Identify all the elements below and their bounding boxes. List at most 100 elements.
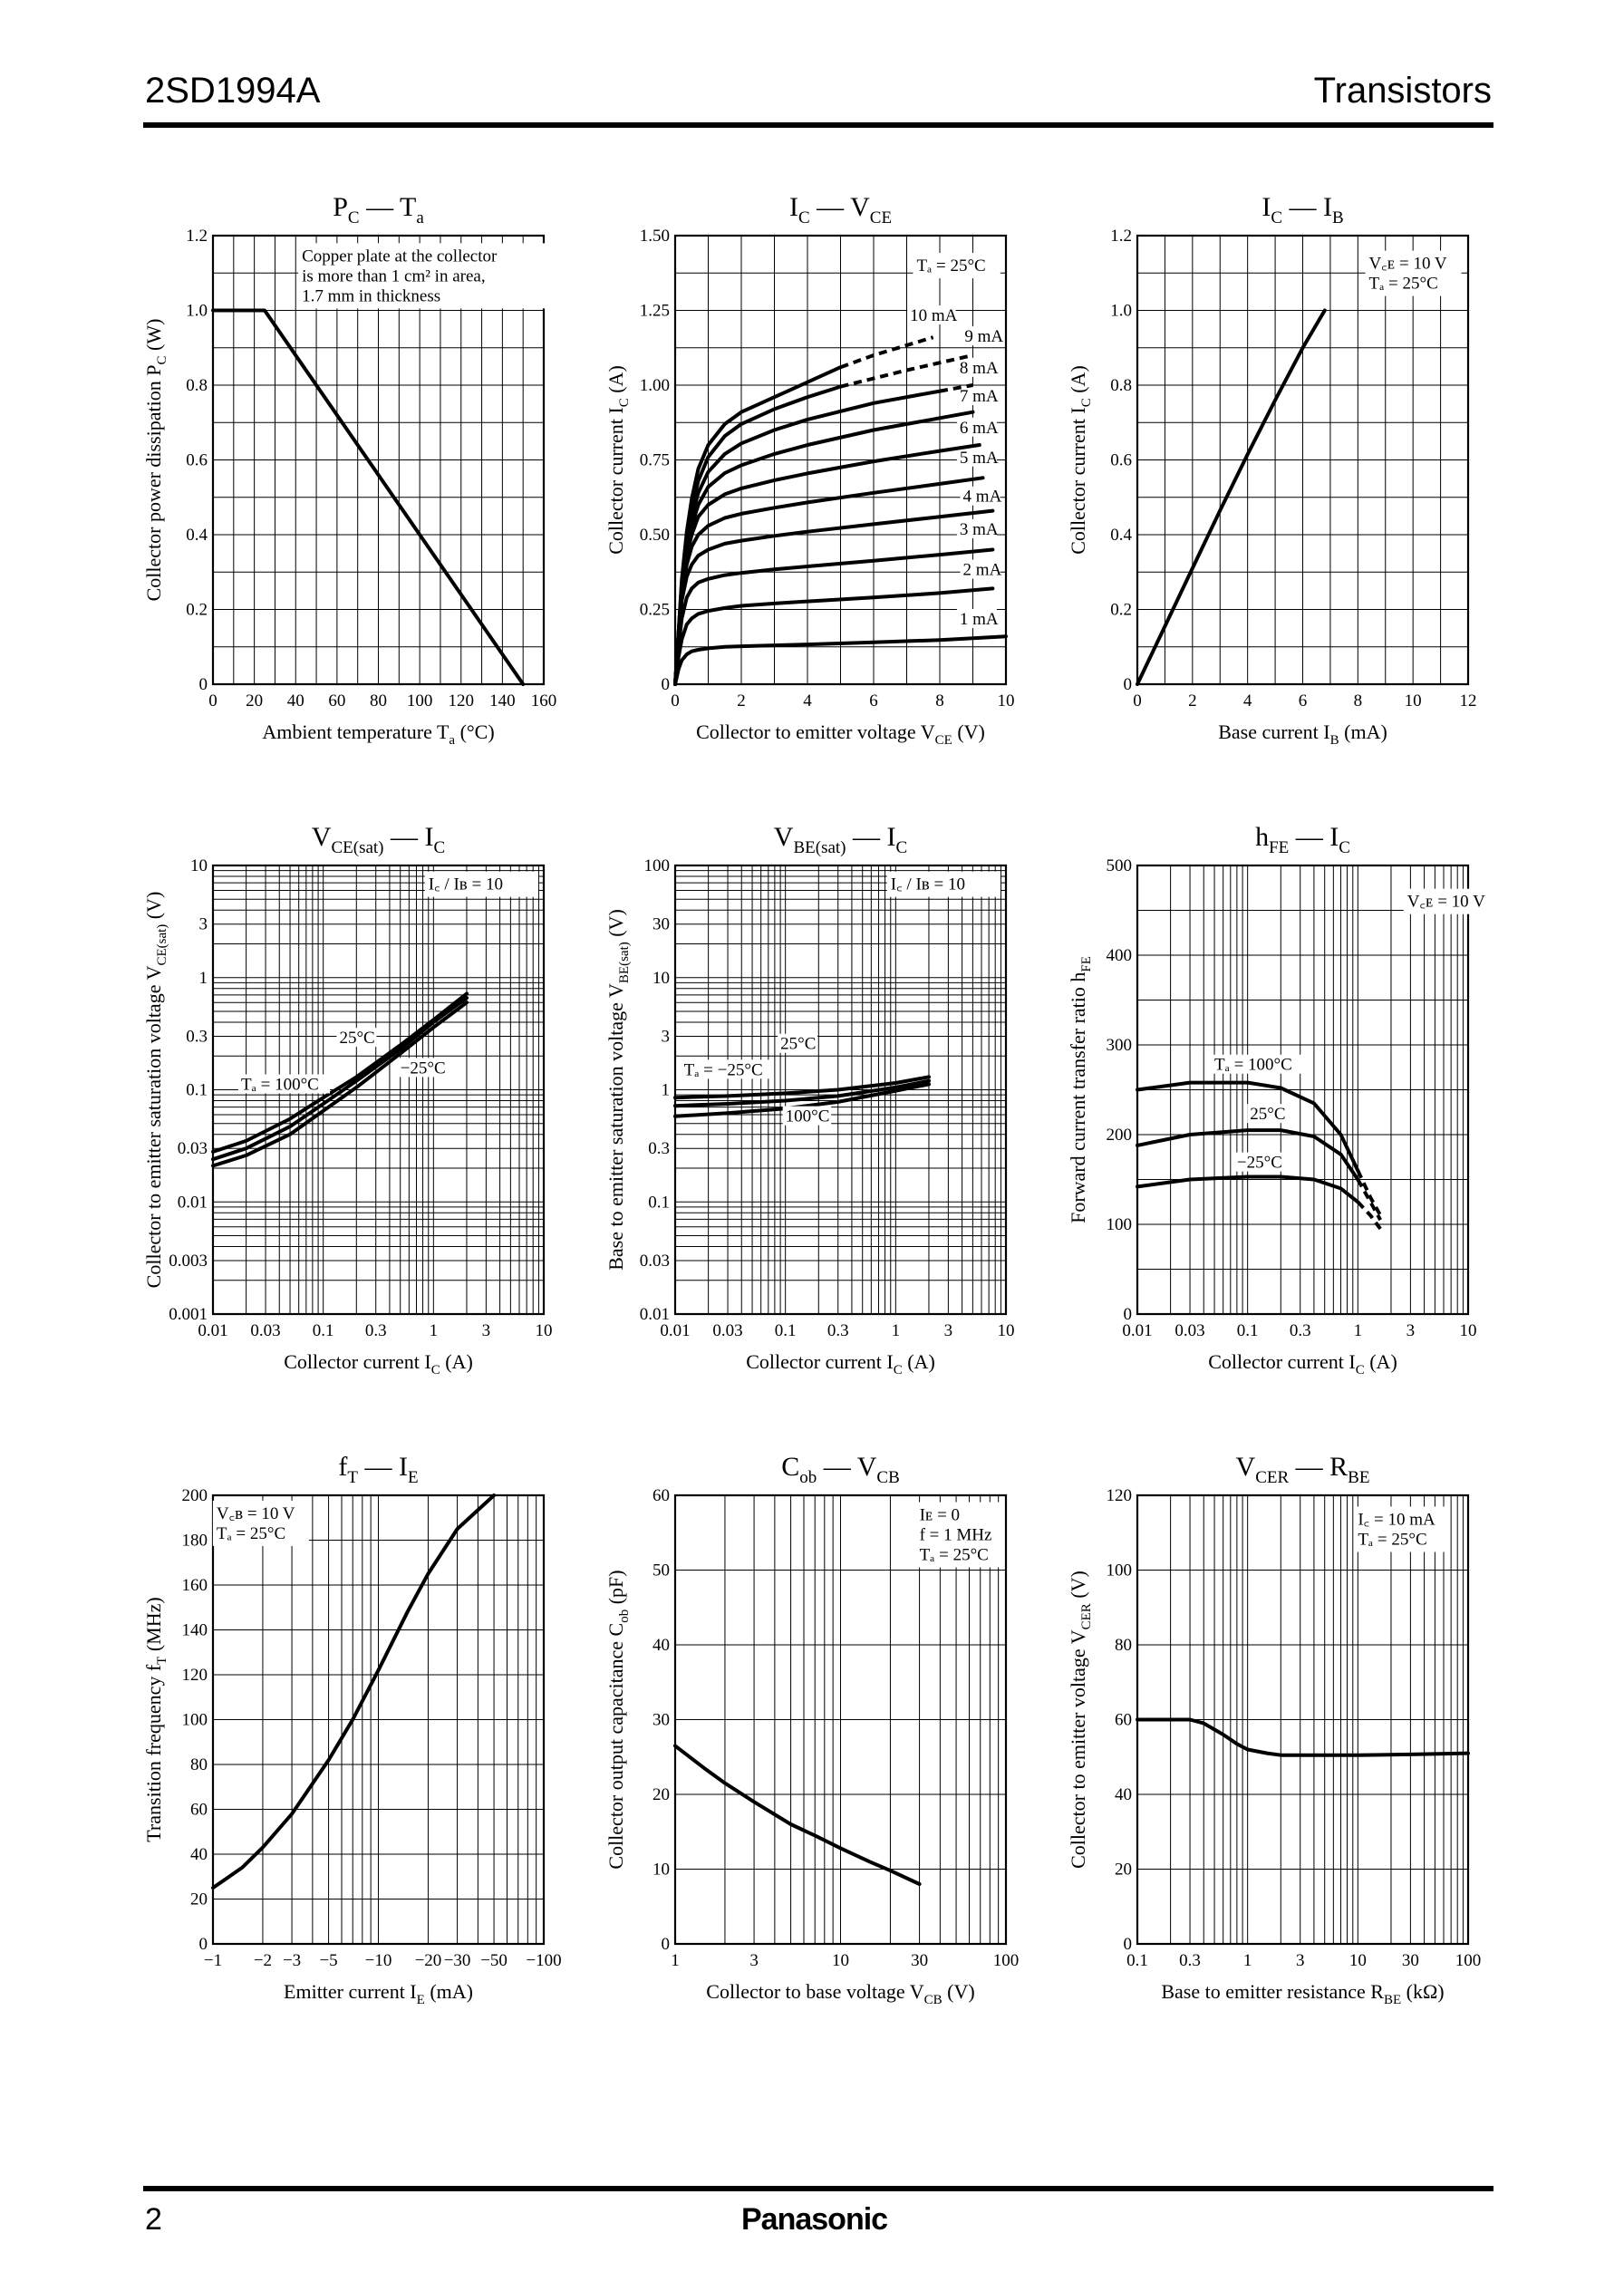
y-tick-label: 80 [190,1755,208,1774]
y-tick-label: 1.25 [640,302,670,321]
y-axis-label: Transition frequency fT (MHz) [142,1597,169,1842]
y-tick-label: 0.01 [640,1305,670,1324]
series-line-dashed [939,383,973,393]
series-label-bg [1212,1054,1304,1074]
series-label: 25°C [1250,1105,1285,1124]
x-tick-label: 0.03 [250,1321,280,1340]
series-label: 6 mA [960,419,999,438]
chart-vcesat-ic: 0.01 0.03 0.1 0.3 1 3 10 0.001 0.003 0.01 0.03 0.1 0… [136,802,643,1378]
chart-note: I꜀ / Iʙ = 10 [891,875,965,894]
y-tick-label: 50 [652,1561,670,1580]
x-tick-label: 0.3 [1290,1321,1311,1340]
y-tick-label: 0 [662,1935,671,1954]
series-line [673,1075,931,1100]
x-tick-label: 10 [998,1321,1015,1340]
chart-vbesat-ic: 0.01 0.03 0.1 0.3 1 3 10 0.01 0.03 0.1 0.3 1 3 10 30 10… [598,802,1106,1378]
x-tick-label: 0.3 [365,1321,387,1340]
x-tick-label: 4 [1243,691,1252,710]
chart-note: Tₐ = 25°C [916,256,985,276]
series-label-bg [778,1033,818,1053]
y-tick-label: 100 [182,1711,208,1730]
chart-title: hFE — IC [1255,822,1350,857]
grid [675,865,1006,1314]
y-tick-label: 0.003 [169,1252,208,1271]
x-tick-label: 10 [832,1951,849,1970]
y-tick-label: 3 [662,1027,671,1046]
series-label: Tₐ = 100°C [1214,1056,1292,1075]
x-tick-label: 3 [482,1321,491,1340]
plot-frame [673,864,1008,1316]
y-tick-label: 0 [1124,675,1133,694]
x-tick-label: −5 [319,1951,337,1970]
y-tick-label: 10 [190,856,208,875]
y-tick-label: 140 [182,1621,208,1640]
series-label: −25°C [401,1058,446,1078]
x-tick-label: 0 [1133,691,1142,710]
x-axis-label: Ambient temperature Ta (°C) [262,720,494,748]
plot-frame [211,1494,546,1946]
y-tick-label: 0.03 [178,1139,208,1158]
x-tick-label: 1 [1354,1321,1363,1340]
series-label-bg [956,417,997,437]
series-label-bg [962,326,1002,346]
x-tick-label: 0.03 [1174,1321,1204,1340]
y-tick-label: 40 [1115,1785,1132,1804]
x-axis-label: Base current IB (mA) [1218,720,1387,748]
note-box [1365,250,1462,296]
x-tick-label: 3 [1406,1321,1416,1340]
y-tick-label: 20 [652,1785,670,1804]
chart-hfe-ic: 0.01 0.03 0.1 0.3 1 3 10 0 100 200 300 400 500 hFE — … [1060,802,1568,1378]
series-label-bg [238,1074,331,1094]
x-tick-label: −1 [204,1951,222,1970]
chart-title: PC — Ta [333,192,424,227]
series-line [673,634,1008,686]
series-label-bg [960,486,1000,506]
y-tick-label: 0.1 [648,1193,670,1212]
document-category: Transistors [1313,71,1492,111]
y-tick-label: 100 [1107,1215,1133,1234]
chart-title: VCER — RBE [1236,1452,1370,1487]
series-label: 25°C [780,1035,816,1054]
plot-frame [211,234,546,686]
plot-frame [1136,234,1470,686]
chart-note: I꜀ / Iʙ = 10 [429,875,503,894]
series-line [673,1082,931,1118]
y-tick-label: 0.2 [186,601,208,620]
x-tick-label: 0.1 [775,1321,797,1340]
y-tick-label: 1.0 [186,302,208,321]
y-tick-label: 180 [182,1532,208,1551]
x-tick-label: 100 [1455,1951,1482,1970]
y-axis-label: Collector current IC (A) [1067,365,1094,555]
x-axis-label: Collector to emitter voltage VCE (V) [696,720,985,748]
note-box [424,871,538,897]
y-tick-label: 100 [1107,1561,1133,1580]
series-label: 9 mA [964,327,1003,346]
series-label-bg [681,1059,773,1079]
note-box [1354,1506,1451,1552]
y-axis-label: Collector to emitter voltage VCER (V) [1067,1571,1094,1869]
x-tick-label: 8 [1354,691,1363,710]
x-tick-label: 12 [1460,691,1477,710]
x-tick-label: 100 [407,691,433,710]
x-tick-label: 100 [993,1951,1020,1970]
series-label-bg [1233,1152,1283,1172]
grid [213,236,544,684]
plot-frame [673,1494,1008,1946]
x-tick-label: 10 [1349,1951,1367,1970]
series-label-bg [782,1106,832,1126]
x-tick-label: 2 [1188,691,1197,710]
x-tick-label: 0 [208,691,218,710]
chart-svg: 0 20 40 60 80 100 120 140 160 0 0.2 0.4 0.6 0.8 1.0 1.2… [142,192,560,748]
y-tick-label: 0.3 [648,1139,670,1158]
x-tick-label: 30 [911,1951,928,1970]
chart-note: V꜀ᴇ = 10 V [1369,255,1447,274]
series-label-bg [960,559,1000,579]
grid [1137,236,1468,684]
x-tick-label: −2 [254,1951,272,1970]
chart-title: Cob — VCB [781,1452,900,1487]
x-tick-label: 3 [1296,1951,1305,1970]
series-line [1136,1128,1360,1182]
chart-note: is more than 1 cm² in area, [302,266,486,285]
series-label: 1 mA [960,610,999,629]
grid [213,1495,544,1944]
